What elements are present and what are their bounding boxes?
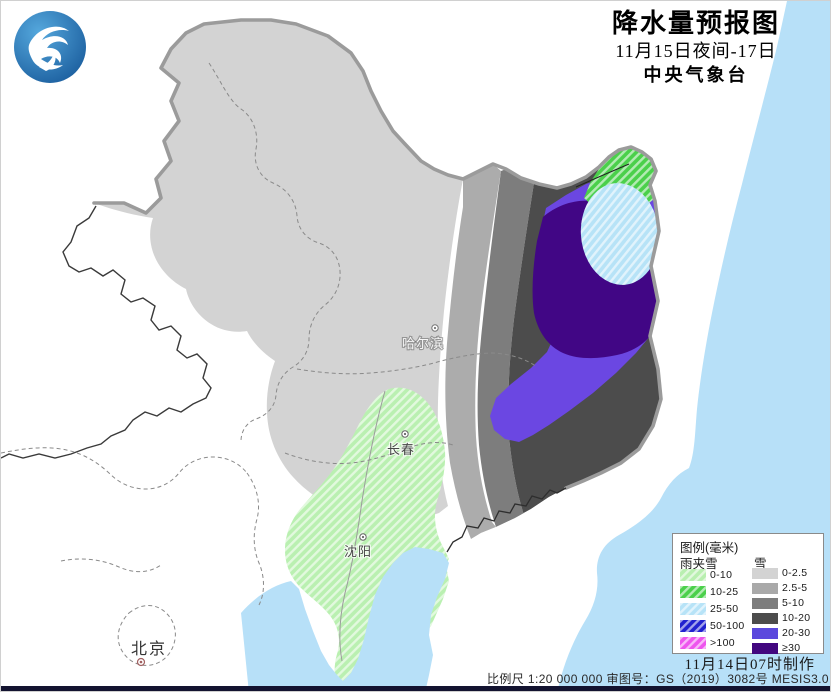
mongolia-border: [1, 205, 212, 459]
legend-item-sleet-1: 10-25: [680, 586, 738, 598]
sleet-swatch-2: [680, 603, 706, 615]
snow-swatch-4: [752, 627, 778, 639]
sleet-swatch-0: [680, 569, 706, 581]
legend-item-snow-0: 0-2.5: [752, 567, 807, 579]
legend-item-sleet-3: 50-100: [680, 620, 745, 632]
page-title: 降水量预报图: [611, 9, 780, 38]
legend-item-snow-4: 20-30: [752, 627, 810, 639]
sleet-region-25-50: [580, 183, 660, 285]
scale-and-approval: 比例尺 1:20 000 000 审图号：GS（2019）3082号 MESIS…: [486, 672, 829, 686]
city-label-shenyang: 沈阳: [344, 544, 372, 559]
contour-line: [339, 390, 386, 662]
cma-logo: [14, 11, 86, 83]
forecast-period: 11月15日夜间-17日: [615, 41, 777, 61]
made-time: 11月14日07时制作: [684, 657, 815, 673]
snow-region-0-2.5: [94, 20, 463, 521]
sleet-swatch-3: [680, 620, 706, 632]
precip-layers: [94, 20, 661, 691]
city-labels: 哈尔滨 长春 沈阳 北京: [130, 335, 444, 659]
beijing-marker: [136, 657, 146, 667]
province-borders: [1, 62, 538, 666]
city-label-beijing: 北京: [131, 640, 167, 658]
legend-item-snow-3: 10-20: [752, 612, 810, 624]
snow-swatch-0: [752, 567, 778, 579]
shenyang-marker: [359, 533, 367, 541]
snow-swatch-3: [752, 612, 778, 624]
legend-item-sleet-0: 0-10: [680, 569, 732, 581]
city-label-changchun: 长春: [387, 442, 415, 457]
snow-region-5-10: [477, 169, 534, 527]
harbin-marker: [431, 324, 439, 332]
changchun-marker: [401, 430, 409, 438]
sleet-swatch-4: [680, 637, 706, 649]
legend-header-sleet: 雨夹雪: [680, 557, 718, 571]
legend-item-sleet-4: >100: [680, 637, 735, 649]
river-line: [575, 163, 630, 188]
sea-east: [557, 1, 830, 691]
snow-region-2.5-5: [445, 164, 501, 539]
title-block: 降水量预报图 11月15日夜间-17日 中央气象台: [566, 9, 826, 87]
snow-swatch-2: [752, 597, 778, 609]
legend-item-sleet-2: 25-50: [680, 603, 738, 615]
snow-swatch-5: [752, 642, 778, 654]
city-label-harbin: 哈尔滨: [402, 336, 444, 351]
yalu-border: [446, 487, 567, 553]
national-border: [92, 18, 663, 490]
legend-item-snow-2: 5-10: [752, 597, 804, 609]
legend-item-snow-1: 2.5-5: [752, 582, 807, 594]
legend-box: 图例(毫米) 雨夹雪 雪 0-10 10-25 25-50 50-100 >10…: [672, 533, 824, 654]
logo-swirl: [28, 26, 69, 70]
city-markers: [136, 324, 439, 667]
agency-name: 中央气象台: [643, 65, 749, 85]
sea-bohai: [241, 547, 449, 691]
legend-item-snow-5: ≥30: [752, 642, 800, 654]
legend-title: 图例(毫米): [680, 541, 739, 555]
snow-swatch-1: [752, 582, 778, 594]
bottom-strip: [1, 686, 830, 691]
logo-swirl-tail: [39, 52, 56, 71]
sleet-swatch-1: [680, 586, 706, 598]
